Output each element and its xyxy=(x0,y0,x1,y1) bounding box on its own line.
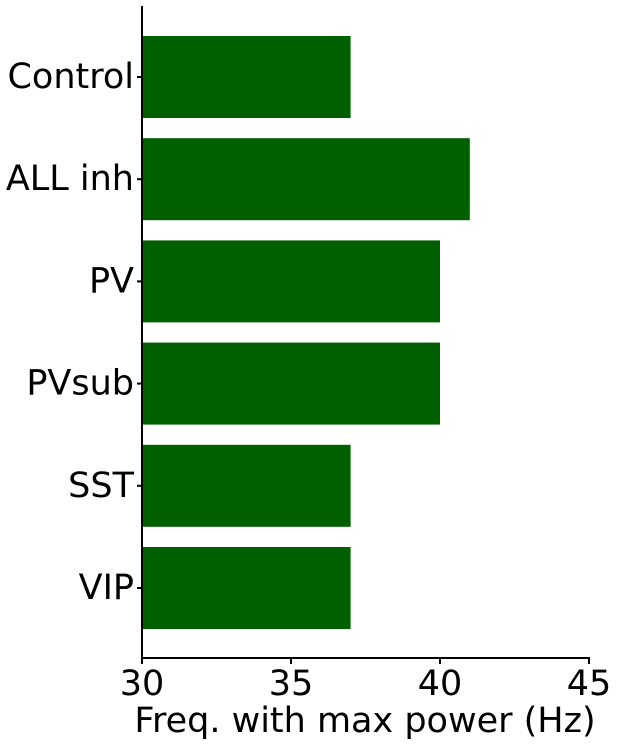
y-tick-label-pv: PV xyxy=(89,261,134,301)
bar-vip xyxy=(142,547,351,629)
x-axis-title: Freq. with max power (Hz) xyxy=(134,701,595,741)
bar-sst xyxy=(142,444,351,527)
x-tick-label-30: 30 xyxy=(120,664,165,704)
y-tick-label-pvsub: PVsub xyxy=(26,364,134,404)
x-tick-label-35: 35 xyxy=(269,664,314,704)
y-tick-label-all-inh: ALL inh xyxy=(6,159,134,199)
bars-group xyxy=(142,36,470,629)
y-tick-label-control: Control xyxy=(7,57,134,97)
bar-all-inh xyxy=(142,138,470,221)
bar-pv xyxy=(142,240,440,323)
x-axis: 30 35 40 45 xyxy=(120,657,612,704)
y-tick-label-sst: SST xyxy=(68,466,134,506)
y-tick-label-vip: VIP xyxy=(79,568,134,608)
x-tick-label-40: 40 xyxy=(418,664,463,704)
bar-pvsub xyxy=(142,342,440,425)
bar-control xyxy=(142,36,351,118)
y-axis: Control ALL inh PV PVsub SST VIP xyxy=(6,6,143,659)
x-tick-label-45: 45 xyxy=(567,664,612,704)
